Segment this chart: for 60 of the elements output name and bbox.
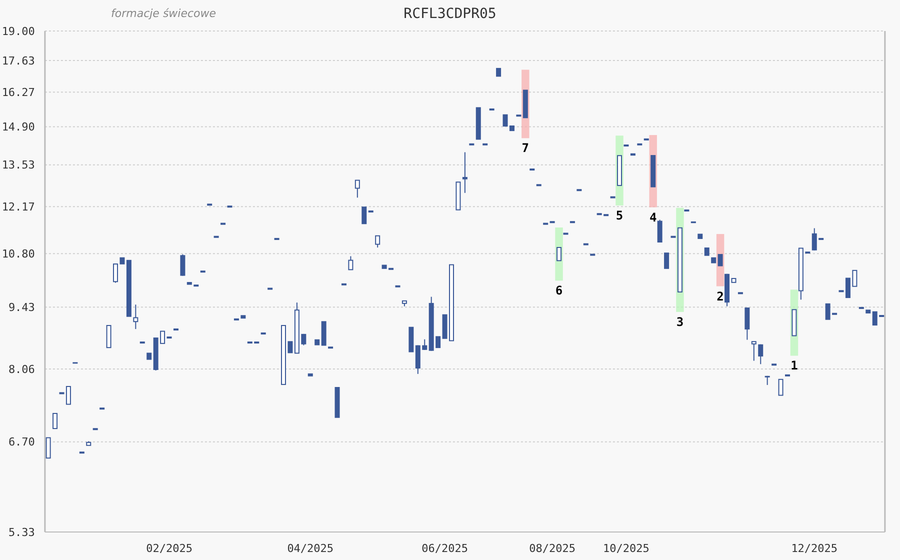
candlestick: [496, 68, 502, 77]
candlestick: [362, 206, 367, 224]
candlestick: [46, 437, 51, 459]
candlestick: [240, 315, 246, 319]
candlestick: [375, 235, 380, 248]
y-tick-label: 5.33: [8, 526, 35, 539]
annotation: 5: [616, 208, 624, 222]
candlestick: [657, 219, 662, 243]
annotation: 1: [790, 358, 798, 373]
y-tick-label: 19.00: [2, 24, 35, 38]
x-tick-label: 12/2025: [791, 542, 838, 555]
candlestick: [334, 387, 340, 418]
y-tick-label: 13.53: [2, 158, 35, 172]
y-tick-label: 14.90: [2, 120, 35, 134]
annotation: 4: [649, 210, 657, 224]
annotation: 7: [522, 141, 530, 156]
candlestick: [744, 307, 750, 340]
x-tick-label: 04/2025: [287, 542, 334, 555]
candlestick: [354, 180, 360, 198]
candlestick: [321, 321, 326, 346]
candlestick: [462, 152, 468, 194]
candlestick: [476, 107, 481, 140]
y-tick-label: 16.27: [2, 86, 35, 99]
y-tick-label: 8.06: [8, 362, 35, 376]
candlestick: [180, 254, 186, 276]
y-tick-label: 9.43: [8, 300, 35, 314]
x-tick-label: 06/2025: [422, 542, 468, 555]
chart-subtitle: formacje świecowe: [111, 7, 216, 20]
candlestick: [698, 234, 703, 239]
candlestick: [66, 386, 71, 405]
candlestick: [408, 326, 414, 352]
candlestick: [556, 246, 562, 262]
y-tick-label: 12.17: [2, 200, 35, 214]
candlestick: [126, 260, 132, 317]
candlestick: [314, 339, 320, 346]
y-tick-label: 10.80: [2, 248, 35, 261]
candlestick: [718, 254, 723, 266]
x-tick-label: 10/2025: [603, 542, 650, 555]
candlestick: [711, 257, 716, 264]
candlestick: [751, 341, 756, 362]
candlestick: [704, 247, 710, 256]
x-tick-label: 08/2025: [529, 542, 576, 555]
candlestick: [106, 325, 112, 348]
annotation: 2: [716, 289, 724, 304]
candlestick: [52, 412, 58, 430]
candlestick: [308, 373, 313, 376]
y-tick-label: 6.70: [8, 436, 35, 449]
annotation: 6: [555, 284, 563, 298]
candlestick: [758, 344, 764, 365]
candlestick: [146, 352, 152, 360]
candlestick: [866, 310, 871, 314]
x-tick-label: 02/2025: [146, 542, 192, 555]
annotation: 3: [676, 314, 684, 329]
y-tick-label: 17.63: [2, 54, 35, 68]
candlestick: [778, 378, 784, 396]
candlestick: [456, 182, 461, 210]
candlestick: [348, 256, 354, 270]
chart-title: RCFL3CDPR05: [404, 6, 496, 22]
candlestick: [664, 252, 670, 269]
candlestick: [133, 304, 138, 330]
